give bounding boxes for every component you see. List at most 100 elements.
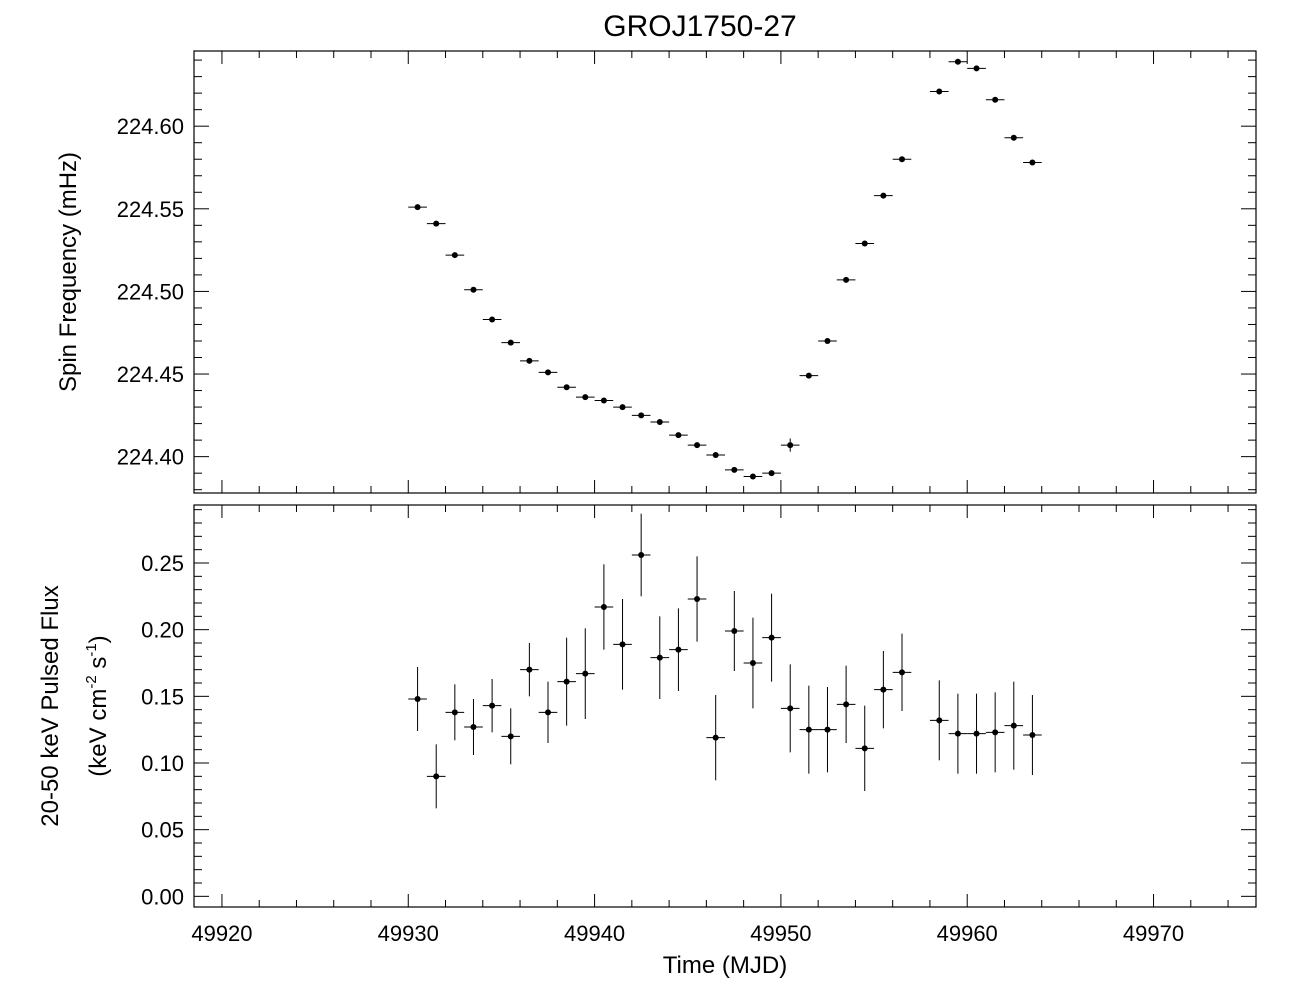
top-data-point — [836, 276, 856, 283]
top-point-marker — [619, 404, 626, 411]
x-tick-label: 49920 — [191, 921, 252, 946]
bottom-data-point — [874, 651, 893, 729]
bottom-data-point — [520, 643, 539, 697]
top-point-marker — [731, 466, 738, 473]
bottom-point-marker — [936, 717, 943, 724]
bottom-point-marker — [600, 604, 607, 610]
top-data-point — [967, 65, 986, 72]
top-data-point — [929, 88, 949, 95]
top-point-marker — [545, 369, 551, 376]
top-y-tick-label: 224.40 — [117, 445, 184, 470]
bottom-y-axis-label-line1: 20-50 keV Pulsed Flux — [37, 585, 64, 826]
top-point-marker — [656, 418, 663, 425]
bottom-axis-ticks: 49920 49930 49940 49950 49960 49970 0.00 0.05 0.… — [141, 505, 1256, 946]
bottom-data-point — [799, 685, 819, 774]
bottom-point-marker — [470, 724, 477, 730]
bottom-point-marker — [843, 701, 850, 708]
top-point-marker — [805, 372, 812, 379]
bottom-data-point — [687, 556, 707, 642]
top-point-marker — [861, 240, 868, 247]
top-data-point — [520, 357, 539, 364]
bottom-point-marker — [712, 734, 719, 741]
bottom-data-point — [985, 692, 1005, 773]
bottom-data-point — [538, 681, 558, 743]
bottom-data-point — [650, 616, 670, 699]
x-tick-label: 49930 — [378, 921, 439, 946]
top-y-tick-label: 224.50 — [117, 279, 184, 304]
top-y-tick-label: 224.55 — [117, 197, 184, 222]
bottom-data-point — [445, 684, 465, 741]
bottom-point-marker — [507, 733, 514, 740]
bottom-point-marker — [694, 596, 701, 602]
top-point-marker — [954, 58, 961, 65]
bottom-data-points — [408, 513, 1042, 809]
top-plot-frame — [193, 50, 1257, 494]
bottom-point-marker — [433, 773, 440, 780]
x-tick-label: 49940 — [564, 921, 625, 946]
bottom-data-point — [613, 599, 632, 690]
top-point-marker — [749, 473, 756, 480]
bottom-data-point — [669, 608, 688, 691]
x-tick-label: 49950 — [750, 921, 811, 946]
bottom-point-marker — [563, 678, 570, 685]
bottom-data-point — [1023, 695, 1042, 775]
top-data-point — [687, 442, 707, 449]
top-data-point — [482, 316, 502, 323]
bottom-data-point — [762, 593, 781, 682]
top-point-marker — [582, 394, 589, 401]
top-point-marker — [451, 252, 458, 259]
bottom-y-tick-label: 0.00 — [141, 884, 184, 909]
top-data-point — [892, 156, 912, 163]
top-y-tick-label: 224.60 — [117, 114, 184, 139]
bottom-point-marker — [749, 660, 756, 666]
bottom-point-marker — [675, 646, 682, 653]
top-point-marker — [824, 337, 831, 344]
top-point-marker — [843, 276, 850, 283]
chart-title: GROJ1750-27 — [603, 10, 796, 43]
bottom-data-point — [743, 617, 763, 709]
top-point-marker — [899, 156, 905, 163]
bottom-point-marker — [545, 709, 551, 716]
bottom-data-point — [855, 705, 875, 791]
top-point-marker — [936, 88, 943, 95]
top-point-marker — [992, 96, 999, 103]
top-data-point — [594, 397, 614, 404]
bottom-point-marker — [973, 730, 980, 737]
top-data-point — [557, 384, 576, 391]
top-data-point — [464, 286, 483, 293]
top-y-axis-label: Spin Frequency (mHz) — [55, 152, 82, 392]
bottom-data-point — [780, 664, 800, 753]
top-point-marker — [638, 412, 645, 419]
bottom-y-axis-label-line2: (keV cm-2 s-1) — [83, 635, 112, 776]
bottom-point-marker — [787, 705, 794, 712]
top-point-marker — [973, 65, 980, 72]
top-point-marker — [712, 451, 719, 458]
bottom-point-marker — [880, 686, 887, 693]
bottom-data-point — [464, 699, 483, 755]
bottom-data-point — [408, 667, 427, 731]
bottom-data-point — [836, 665, 856, 743]
top-point-marker — [470, 286, 477, 293]
top-point-marker — [489, 316, 496, 323]
top-point-marker — [414, 204, 421, 211]
bottom-point-marker — [992, 729, 999, 736]
top-axis-ticks: 224.40 224.45 224.50 224.55 224.60 — [117, 51, 1256, 493]
top-point-marker — [768, 470, 775, 477]
bottom-data-point — [594, 564, 614, 650]
bottom-data-point — [967, 693, 986, 774]
bottom-data-point — [706, 695, 725, 781]
pulsed-flux-panel: 49920 49930 49940 49950 49960 49970 0.00 0.05 0.… — [37, 504, 1257, 979]
bottom-point-marker — [768, 634, 775, 641]
top-point-marker — [1010, 134, 1017, 141]
x-tick-label: 49970 — [1123, 921, 1184, 946]
top-data-point — [408, 204, 427, 211]
bottom-point-marker — [824, 726, 831, 733]
top-data-point — [743, 473, 763, 480]
bottom-y-tick-label: 0.20 — [141, 618, 184, 643]
top-data-point — [948, 58, 968, 65]
bottom-data-point — [575, 628, 595, 719]
bottom-data-point — [818, 687, 837, 773]
top-y-tick-label: 224.45 — [117, 362, 184, 387]
top-point-marker — [787, 442, 794, 449]
bottom-point-marker — [619, 641, 626, 648]
